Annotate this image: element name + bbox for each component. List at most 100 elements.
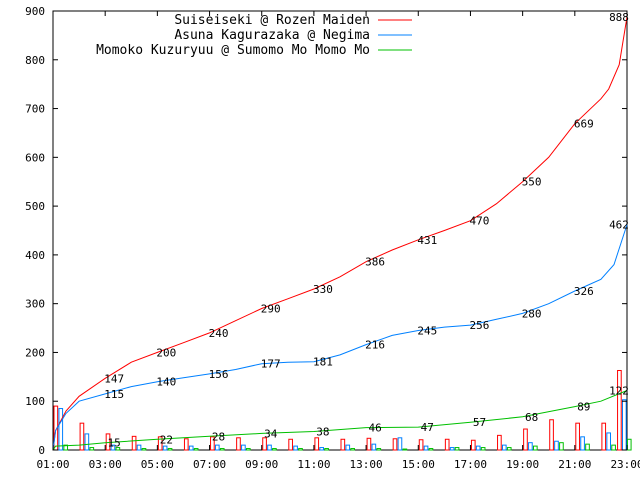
data-label: 550 [522,176,542,189]
bar [480,447,486,451]
x-tick-label: 11:00 [297,458,330,471]
data-label: 431 [417,234,437,247]
bar [267,444,272,451]
data-label: 122 [609,384,629,397]
bar [293,445,298,451]
bar [532,445,538,451]
bar [475,445,481,451]
bar [601,422,607,451]
data-label: 22 [160,433,173,446]
bar [611,444,616,451]
bar [585,443,590,451]
data-label: 140 [156,376,176,389]
plot-frame [52,10,628,451]
data-label: 290 [261,303,281,316]
data-label: 256 [470,319,490,332]
bar [397,437,403,451]
y-tick-label: 0 [38,444,45,457]
data-label: 38 [316,425,329,438]
y-tick-label: 300 [25,298,45,311]
bar [392,438,398,451]
bar [58,408,64,451]
bar [626,438,632,451]
series-line [52,16,628,451]
legend-label: Momoko Kuzuryuu @ Sumomo Mo Momo Mo [96,43,370,58]
data-label: 181 [313,356,333,369]
bar [559,442,564,451]
data-label: 245 [417,324,437,337]
data-label: 57 [473,416,486,429]
data-label: 216 [365,339,385,352]
bar [162,445,168,451]
axes-layer: 0 100 200 300 400 500 600 700 800 900 01:00 03:00 05… [25,5,640,471]
data-label: 156 [209,368,229,381]
data-label: 147 [104,372,124,385]
bar [79,422,85,451]
x-tick-label: 07:00 [193,458,226,471]
data-label: 68 [525,411,538,424]
bar [115,447,121,451]
data-label: 888 [609,11,629,24]
bar [523,428,528,451]
bar [272,448,277,451]
bar [183,438,189,451]
bar [376,448,382,451]
bar [454,447,460,451]
y-tick-label: 500 [25,200,45,213]
bar [63,444,69,451]
data-label: 240 [209,327,229,340]
bar [141,448,147,451]
data-label: 15 [108,437,121,450]
bar [444,438,450,451]
bar [580,436,585,451]
y-tick-label: 800 [25,54,45,67]
bar [319,447,324,451]
bar [131,435,137,451]
bar [501,444,507,451]
bar [188,445,194,451]
bar [528,442,533,451]
bar [345,444,351,451]
bar [110,444,116,451]
bar [621,399,627,451]
bar [245,448,251,451]
bar [136,444,142,451]
x-tick-label: 19:00 [506,458,539,471]
y-tick-label: 900 [25,5,45,18]
bar [497,434,502,451]
y-tick-label: 200 [25,346,45,359]
y-tick-label: 600 [25,151,45,164]
bars-layer [53,369,632,451]
data-label: 34 [264,427,278,440]
x-tick-label: 13:00 [350,458,383,471]
y-tick-label: 700 [25,103,45,116]
legend-label: Suiseiseki @ Rozen Maiden [174,13,370,28]
bar [167,448,173,451]
data-label: 470 [470,215,490,228]
data-label: 280 [522,307,542,320]
x-tick-label: 15:00 [402,458,435,471]
bar [554,440,559,451]
bar [506,447,512,451]
bar [606,432,611,451]
data-label: 177 [261,358,281,371]
bar [262,437,267,451]
bar [549,419,554,451]
bar [418,439,424,451]
bar [241,444,246,451]
bar [423,445,429,451]
x-tick-label: 17:00 [454,458,487,471]
x-tick-label: 03:00 [89,458,122,471]
bar [366,437,372,451]
labels-layer: 147 200 240 290 330 386 431 470 550 669 888 115 140 1… [104,11,629,450]
lines-layer [52,16,628,451]
x-tick-label: 23:00 [610,458,640,471]
data-label: 47 [421,421,434,434]
bar [314,437,320,451]
x-tick-label: 21:00 [558,458,591,471]
data-label: 115 [104,388,124,401]
series-line [52,224,628,451]
bar [470,439,476,451]
